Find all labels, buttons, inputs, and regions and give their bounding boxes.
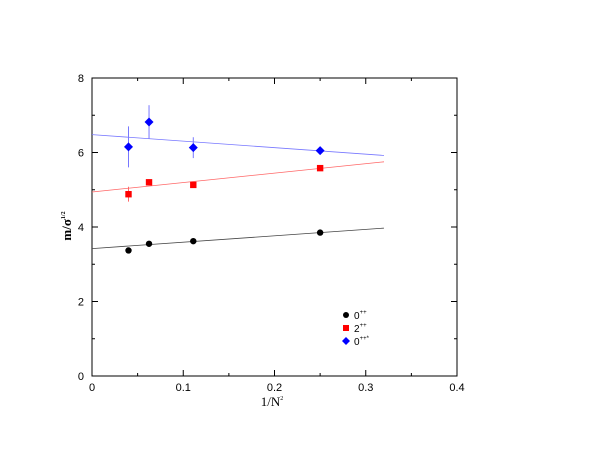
x-axis-ticks: 0 0.1 0.2 0.3 0.4 <box>89 78 465 394</box>
y-axis-label: m/σ1/2 <box>59 211 74 240</box>
point-s3 <box>144 117 154 127</box>
x-tick-label: 0.4 <box>449 382 464 394</box>
x-tick-label: 0.3 <box>358 382 373 394</box>
y-tick-label: 8 <box>78 73 84 85</box>
fit-line-s3 <box>91 134 385 156</box>
x-tick-label: 0.2 <box>267 382 282 394</box>
fit-lines <box>91 134 385 250</box>
legend-marker-s3 <box>342 337 350 345</box>
point-s3 <box>188 143 198 153</box>
point-s1 <box>125 247 132 254</box>
legend-label-s2: 2++ <box>354 323 367 335</box>
y-tick-label: 2 <box>78 297 84 309</box>
legend-label-s1: 0++ <box>354 310 367 322</box>
point-s1 <box>145 240 153 247</box>
legend: 0++2++0++* <box>342 310 370 348</box>
legend-marker-s2 <box>343 325 349 331</box>
point-s2 <box>145 179 153 186</box>
y-tick-label: 4 <box>78 222 84 234</box>
y-axis-ticks: 0 2 4 6 8 <box>78 73 457 383</box>
point-s1 <box>316 229 324 236</box>
point-s2 <box>316 164 324 172</box>
legend-label-s3: 0++* <box>354 336 370 348</box>
point-s3 <box>315 146 325 156</box>
fit-line-s1 <box>91 227 385 250</box>
data-points <box>124 117 325 254</box>
point-s3 <box>124 142 133 152</box>
error-bars <box>128 105 321 202</box>
x-tick-label: 0.1 <box>176 382 191 394</box>
y-tick-label: 0 <box>78 371 84 383</box>
point-s2 <box>190 181 197 189</box>
fit-line-s2 <box>91 161 385 193</box>
x-tick-label: 0 <box>89 382 95 394</box>
legend-marker-s1 <box>343 312 349 318</box>
x-axis-label: 1/N2 <box>261 394 284 409</box>
point-s2 <box>125 191 132 198</box>
point-s1 <box>190 237 197 245</box>
y-tick-label: 6 <box>78 148 84 160</box>
